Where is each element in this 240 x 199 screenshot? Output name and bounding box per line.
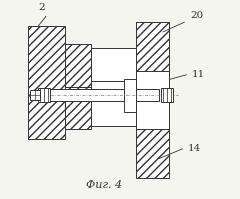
Polygon shape [136, 22, 169, 178]
Polygon shape [38, 88, 50, 102]
Text: 2: 2 [39, 3, 45, 13]
FancyBboxPatch shape [91, 81, 136, 90]
FancyBboxPatch shape [30, 90, 40, 100]
Polygon shape [124, 79, 136, 112]
Text: Фиг. 4: Фиг. 4 [86, 180, 122, 190]
Text: 11: 11 [192, 70, 205, 79]
FancyBboxPatch shape [66, 44, 91, 87]
Polygon shape [161, 88, 173, 102]
Text: 20: 20 [190, 11, 204, 20]
FancyBboxPatch shape [38, 89, 159, 101]
FancyBboxPatch shape [91, 81, 136, 92]
Text: 14: 14 [188, 144, 201, 153]
Polygon shape [28, 26, 66, 139]
FancyBboxPatch shape [91, 48, 136, 81]
FancyBboxPatch shape [66, 87, 91, 129]
FancyBboxPatch shape [136, 71, 169, 129]
FancyBboxPatch shape [91, 92, 136, 126]
